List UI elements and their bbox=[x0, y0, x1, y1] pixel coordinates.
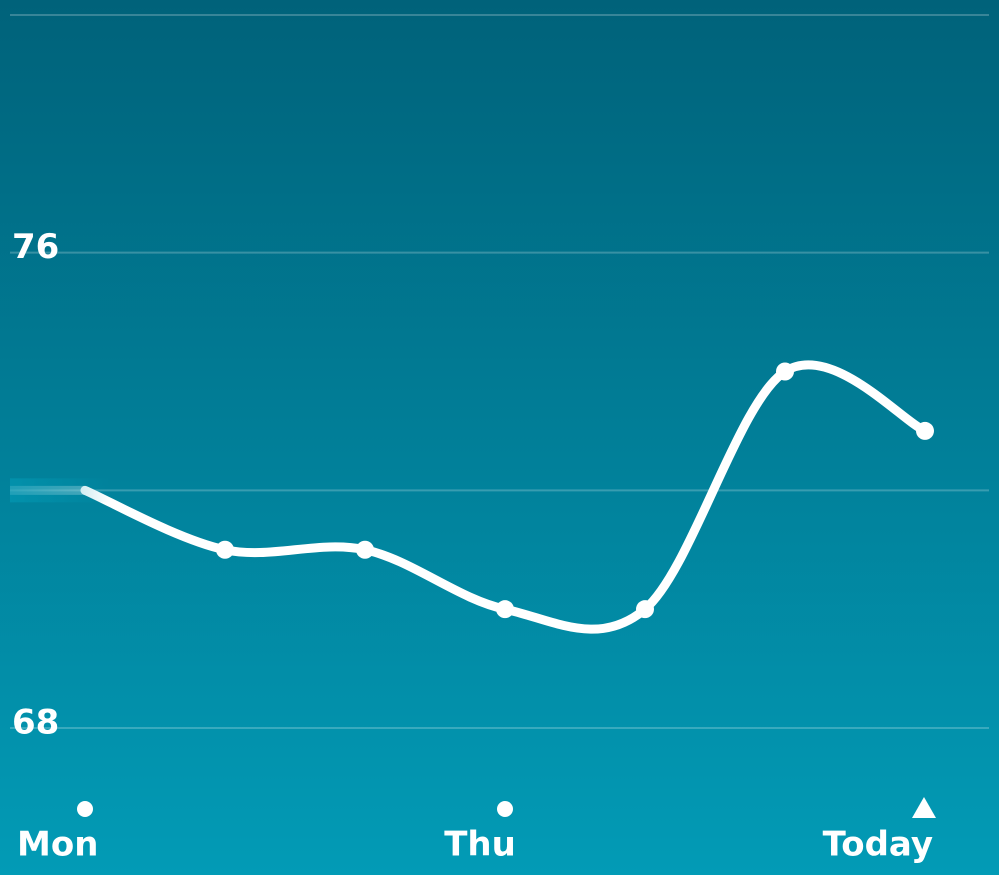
data-point bbox=[356, 540, 374, 559]
y-tick-label: 76 bbox=[12, 227, 59, 267]
data-point bbox=[216, 540, 234, 559]
x-tick-label: Mon bbox=[17, 825, 98, 865]
day-marker bbox=[77, 801, 93, 817]
data-point bbox=[496, 600, 514, 619]
y-tick-label: 68 bbox=[12, 703, 59, 743]
data-point bbox=[776, 362, 794, 381]
data-point bbox=[916, 421, 934, 440]
day-marker bbox=[497, 801, 513, 817]
x-tick-label: Thu bbox=[444, 825, 516, 865]
line-fade bbox=[10, 478, 110, 503]
today-marker bbox=[912, 797, 936, 818]
data-point bbox=[636, 600, 654, 619]
x-tick-label: Today bbox=[823, 825, 933, 865]
